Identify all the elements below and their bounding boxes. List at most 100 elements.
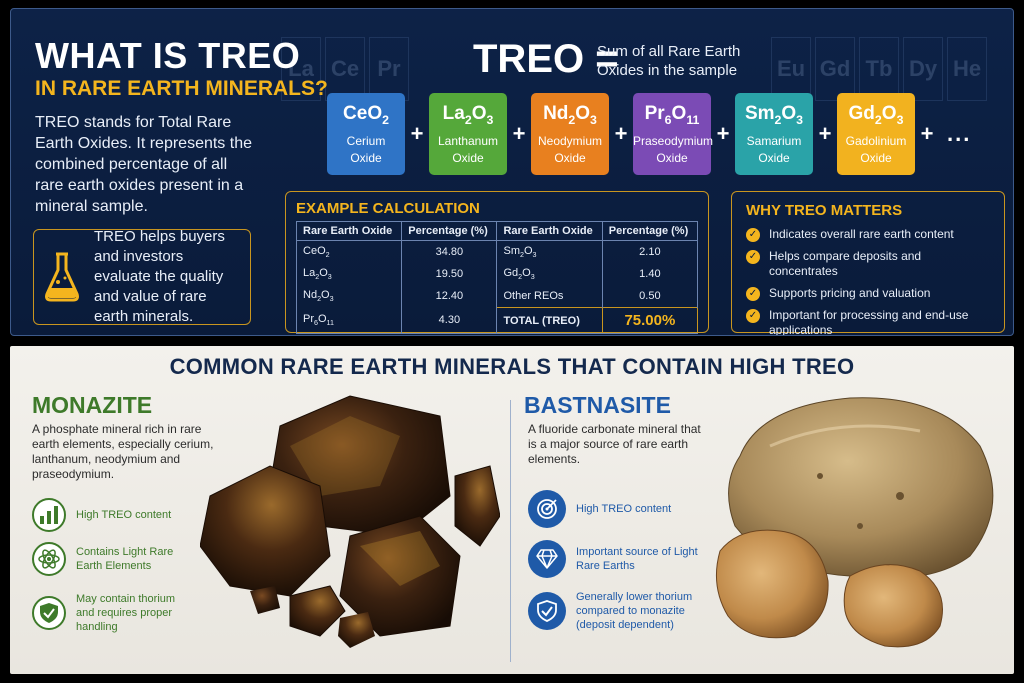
feature-label: High TREO content (76, 509, 172, 521)
minerals-panel: COMMON RARE EARTH MINERALS THAT CONTAIN … (10, 346, 1014, 674)
feature-label: Important source of Light Rare Earths (576, 546, 698, 572)
total-value: 75.00% (601, 307, 699, 335)
feature-label: Generally lower thorium compared to mona… (576, 591, 693, 631)
check-icon: ✓ (746, 250, 760, 264)
flask-icon (45, 252, 79, 302)
page-title: WHAT IS TREO (35, 35, 301, 76)
percentage-cell: 12.40 (401, 285, 498, 308)
minerals-title: COMMON RARE EARTH MINERALS THAT CONTAIN … (169, 354, 855, 379)
bastnasite-feature: Important source of Light Rare Earths (528, 540, 698, 578)
table-row: Pr6O11 4.30 TOTAL (TREO) 75.00% (295, 307, 699, 335)
divider (510, 400, 511, 662)
oxide-name: Samarium Oxide (746, 133, 802, 165)
percentage-cell: 2.10 (601, 240, 699, 264)
why-title: WHY TREO MATTERS (746, 202, 903, 219)
bar-chart-icon (32, 498, 66, 532)
periodic-cell: Eu (771, 37, 811, 101)
periodic-cell: Ce (325, 37, 365, 101)
monazite-description: A phosphate mineral rich in rare earth e… (32, 422, 214, 481)
column-header: Rare Earth Oxide (295, 221, 403, 241)
oxide-name: Cerium Oxide (346, 133, 386, 165)
periodic-cell: Dy (903, 37, 943, 101)
periodic-table-background-right: Eu Gd Tb Dy He (771, 37, 987, 101)
target-icon (528, 490, 566, 528)
column-header: Rare Earth Oxide (496, 221, 603, 241)
atom-icon (32, 542, 66, 576)
column-header: Percentage (%) (401, 221, 498, 241)
plus-sign: + (920, 121, 934, 146)
oxide-formula: La2O3 (442, 103, 494, 127)
why-treo-matters-card: WHY TREO MATTERS ✓ Indicates overall rare… (731, 191, 1005, 336)
oxide-cell: Pr6O11 (295, 307, 403, 335)
calculation-table: Rare Earth Oxide Percentage (%) Rare Ear… (295, 221, 699, 335)
plus-sign: + (614, 121, 628, 146)
oxide-card: Sm2O3 Samarium Oxide (735, 93, 813, 175)
page-subtitle: IN RARE EARTH MINERALS? (35, 77, 328, 100)
table-row: CeO2 34.80 Sm2O3 2.10 (295, 240, 699, 264)
monazite-feature: High TREO content (32, 498, 212, 532)
check-icon: ✓ (746, 309, 760, 323)
why-item: ✓ Helps compare deposits and concentrates (746, 249, 990, 279)
why-item: ✓ Indicates overall rare earth content (746, 227, 990, 242)
shield-check-icon (528, 592, 566, 630)
treo-definition: Sum of all Rare Earth Oxides in the samp… (597, 43, 741, 79)
oxide-name: Neodymium Oxide (537, 133, 603, 165)
example-calculation-card: EXAMPLE CALCULATION Rare Earth Oxide Per… (285, 191, 709, 335)
oxide-card: Gd2O3 Gadolinium Oxide (837, 93, 915, 175)
column-header: Percentage (%) (601, 221, 699, 241)
bastnasite-image (715, 397, 994, 648)
table-row: La2O3 19.50 Gd2O3 1.40 (295, 263, 699, 286)
oxide-formula: Sm2O3 (744, 103, 804, 127)
oxide-card: CeO2 Cerium Oxide (327, 93, 405, 175)
total-label: TOTAL (TREO) (496, 307, 603, 335)
help-callout: TREO helps buyers and investors evaluate… (33, 228, 251, 325)
why-item: ✓ Important for processing and end-use ap… (746, 308, 990, 336)
feature-label: May contain thorium and requires proper … (76, 593, 176, 633)
oxide-name: Lanthanum Oxide (437, 133, 499, 165)
intro-text: TREO stands for Total Rare Earth Oxides.… (35, 114, 252, 215)
oxide-name: Praseodymium Oxide (633, 133, 714, 165)
percentage-cell: 34.80 (401, 240, 498, 264)
oxide-card: Nd2O3 Neodymium Oxide (531, 93, 609, 175)
oxide-cell: CeO2 (295, 240, 403, 264)
oxide-cell: Gd2O3 (496, 263, 603, 286)
percentage-cell: 0.50 (601, 285, 699, 308)
bastnasite-heading: BASTNASITE (524, 392, 671, 418)
oxide-cell: Other REOs (496, 285, 603, 308)
oxide-cell: Nd2O3 (295, 285, 403, 308)
plus-sign: + (410, 121, 424, 146)
bastnasite-feature: High TREO content (528, 490, 708, 528)
help-text: TREO helps buyers and investors evaluate… (94, 228, 225, 325)
oxide-name: Gadolinium Oxide (845, 133, 907, 165)
periodic-cell: Pr (369, 37, 409, 101)
calculation-title: EXAMPLE CALCULATION (296, 200, 480, 217)
check-icon: ✓ (746, 228, 760, 242)
oxide-cell: Sm2O3 (496, 240, 603, 264)
percentage-cell: 4.30 (401, 307, 498, 335)
monazite-feature: Contains Light Rare Earth Elements (32, 542, 192, 576)
periodic-cell: He (947, 37, 987, 101)
plus-sign: + (716, 121, 730, 146)
periodic-cell: La (281, 37, 321, 101)
oxide-cell: La2O3 (295, 263, 403, 286)
oxide-card: La2O3 Lanthanum Oxide (429, 93, 507, 175)
why-item-label: Important for processing and end-use app… (769, 308, 969, 336)
percentage-cell: 19.50 (401, 263, 498, 286)
monazite-image (200, 395, 500, 648)
why-item-label: Supports pricing and valuation (769, 286, 931, 300)
table-row: Nd2O3 12.40 Other REOs 0.50 (295, 285, 699, 308)
treo-explainer-panel: La Ce Pr Eu Gd Tb Dy He WHAT IS TREO IN RARE E… (10, 8, 1014, 336)
monazite-heading: MONAZITE (32, 392, 153, 418)
treo-equation-label: TREO = (473, 37, 619, 81)
oxide-formula: Nd2O3 (543, 103, 597, 127)
plus-sign: + (512, 121, 526, 146)
oxide-sum-row: CeO2 Cerium Oxide + La2O3 Lanthanum Oxide + Nd2O… (327, 93, 971, 175)
oxide-formula: Pr6O11 (644, 103, 700, 127)
why-item-label: Helps compare deposits and concentrates (769, 249, 922, 278)
periodic-cell: Tb (859, 37, 899, 101)
bastnasite-description: A fluoride carbonate mineral that is a m… (528, 422, 701, 466)
feature-label: Contains Light Rare Earth Elements (76, 546, 174, 572)
monazite-feature: May contain thorium and requires proper … (32, 592, 192, 634)
shield-check-icon (32, 596, 66, 630)
why-item-label: Indicates overall rare earth content (769, 227, 954, 241)
